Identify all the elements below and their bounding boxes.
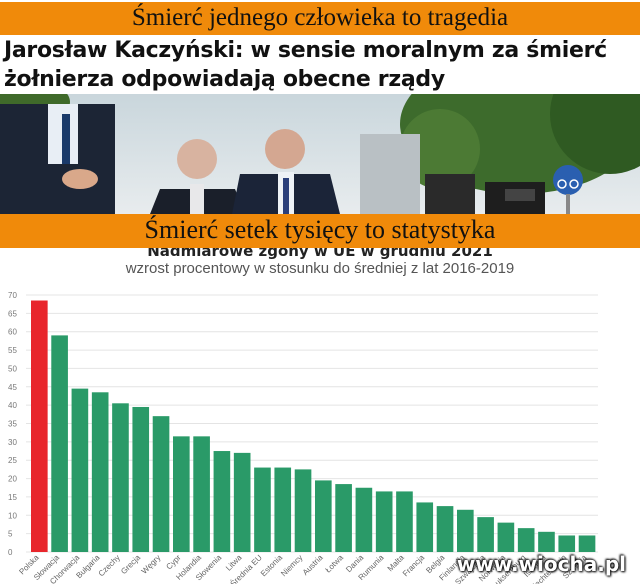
y-tick-label: 25 [8, 456, 17, 465]
chart-bar [538, 531, 555, 552]
chart-bar [477, 517, 494, 552]
y-tick-label: 0 [8, 548, 13, 557]
y-tick-label: 40 [8, 401, 17, 410]
x-tick-label: Niemcy [279, 553, 304, 578]
y-tick-label: 35 [8, 420, 17, 429]
chart-bar [274, 467, 292, 552]
x-tick-label: Grecja [119, 553, 142, 576]
chart-bar [193, 436, 210, 552]
chart-bar [254, 467, 271, 552]
chart-bar [558, 535, 576, 552]
chart-bar [396, 491, 413, 552]
excess-deaths-chart: 0 5 10 15 20 25 30 35 40 45 50 55 60 65 70 Polska Słowac… [0, 248, 640, 584]
photo-illustration [0, 94, 640, 214]
y-tick-label: 30 [8, 438, 17, 447]
y-tick-label: 5 [8, 530, 13, 539]
y-tick-label: 65 [8, 309, 17, 318]
news-photo [0, 94, 640, 214]
chart-bar [91, 392, 109, 552]
x-tick-label: Łotwa [324, 553, 346, 575]
chart-bar [233, 452, 251, 552]
chart-bar [213, 451, 231, 552]
chart-bar [71, 388, 89, 552]
y-tick-label: 15 [8, 493, 17, 502]
x-tick-label: Francja [401, 553, 427, 579]
chart-bar [132, 406, 150, 552]
middle-banner: Śmierć setek tysięcy to statystyka [0, 214, 640, 248]
chart-bar [457, 509, 474, 552]
headline: Jarosław Kaczyński: w sensie moralnym za… [4, 38, 607, 92]
chart-bar [173, 436, 190, 552]
y-tick-label: 20 [8, 475, 17, 484]
chart-bar [436, 506, 454, 552]
chart-bar [112, 403, 129, 552]
chart-bar [517, 528, 535, 552]
chart-bar [152, 416, 170, 552]
chart-bar [335, 484, 352, 552]
chart-bar [315, 480, 332, 552]
chart-canvas: 0510152025303540455055606570PolskaSłowac… [8, 291, 598, 584]
chart-bar [497, 522, 515, 552]
chart-subtitle: wzrost procentowy w stosunku do średniej… [125, 260, 515, 277]
y-tick-label: 45 [8, 383, 17, 392]
y-tick-label: 55 [8, 346, 17, 355]
chart-bar [51, 335, 68, 552]
y-tick-label: 60 [8, 328, 17, 337]
y-tick-label: 70 [8, 291, 17, 300]
chart-bar [375, 491, 393, 552]
y-tick-label: 10 [8, 511, 17, 520]
chart-bar [578, 535, 596, 552]
y-tick-label: 50 [8, 364, 17, 373]
watermark: www.wiocha.pl [456, 552, 626, 576]
chart-title: Nadmiarowe zgony w UE w grudniu 2021 [147, 248, 493, 260]
chart-bar [294, 469, 312, 552]
x-tick-label: Węgry [140, 553, 163, 576]
top-banner: Śmierć jednego człowieka to tragedia [0, 2, 640, 35]
chart-bar [416, 502, 434, 552]
x-tick-label: Austria [301, 553, 325, 577]
x-tick-label: Czechy [97, 553, 122, 578]
chart-bar [355, 487, 373, 552]
chart-bar [31, 300, 48, 552]
